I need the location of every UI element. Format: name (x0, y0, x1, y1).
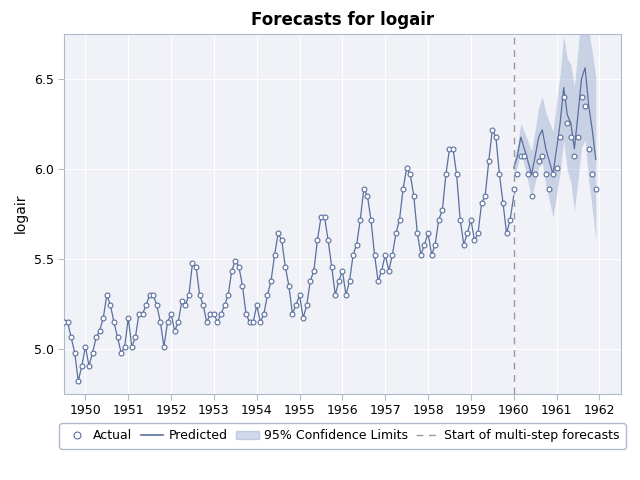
X-axis label: DATE: DATE (324, 422, 360, 437)
Title: Forecasts for logair: Forecasts for logair (251, 11, 434, 29)
Y-axis label: logair: logair (14, 194, 28, 233)
Legend: Actual, Predicted, 95% Confidence Limits, Start of multi-step forecasts: Actual, Predicted, 95% Confidence Limits… (59, 423, 626, 448)
